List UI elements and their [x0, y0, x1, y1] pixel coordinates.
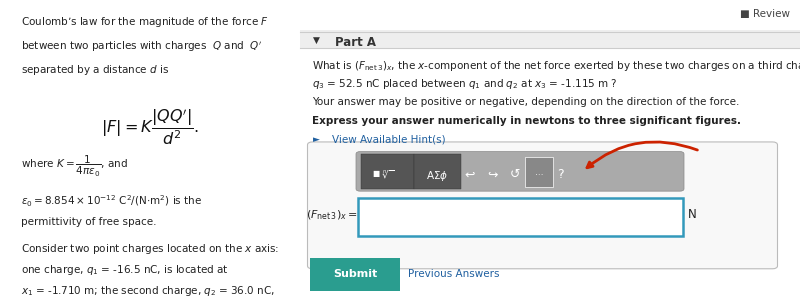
FancyBboxPatch shape — [414, 154, 461, 189]
Text: where $K = \dfrac{1}{4\pi\epsilon_0}$, and: where $K = \dfrac{1}{4\pi\epsilon_0}$, a… — [21, 154, 128, 179]
Text: ■ Review: ■ Review — [740, 9, 790, 19]
Text: ↪: ↪ — [487, 168, 498, 181]
Text: A$\Sigma\phi$: A$\Sigma\phi$ — [426, 169, 448, 183]
FancyBboxPatch shape — [310, 258, 400, 291]
Text: $(F_{\mathrm{net}\,3})_x =$: $(F_{\mathrm{net}\,3})_x =$ — [306, 208, 358, 222]
Text: $x_1$ = -1.710 m; the second charge, $q_2$ = 36.0 nC,: $x_1$ = -1.710 m; the second charge, $q_… — [21, 284, 275, 298]
FancyBboxPatch shape — [358, 198, 682, 236]
Text: permittivity of free space.: permittivity of free space. — [21, 217, 157, 227]
FancyBboxPatch shape — [525, 157, 553, 187]
Text: Express your answer numerically in newtons to three significant figures.: Express your answer numerically in newto… — [313, 116, 742, 126]
Text: $\sqrt[n]{\,}$: $\sqrt[n]{\,}$ — [382, 168, 394, 181]
Text: …: … — [534, 168, 543, 177]
Text: Submit: Submit — [333, 269, 377, 279]
FancyBboxPatch shape — [361, 154, 414, 189]
Text: Part A: Part A — [335, 36, 376, 49]
Text: ►: ► — [313, 135, 319, 144]
FancyBboxPatch shape — [356, 152, 684, 191]
Text: $\epsilon_0 = 8.854 \times 10^{-12}$ C$^2$/(N$\cdot$m$^2$) is the: $\epsilon_0 = 8.854 \times 10^{-12}$ C$^… — [21, 193, 202, 209]
Text: Coulomb’s law for the magnitude of the force $F$: Coulomb’s law for the magnitude of the f… — [21, 15, 269, 29]
FancyBboxPatch shape — [307, 142, 778, 269]
FancyBboxPatch shape — [300, 30, 800, 48]
Text: $|F| = K\dfrac{|QQ'|}{d^2}.$: $|F| = K\dfrac{|QQ'|}{d^2}.$ — [101, 106, 199, 147]
Text: What is $(F_{\mathrm{net}\,3})_x$, the $x$-component of the net force exerted by: What is $(F_{\mathrm{net}\,3})_x$, the $… — [313, 59, 800, 73]
Text: ▼: ▼ — [313, 36, 319, 45]
Text: ↩: ↩ — [465, 168, 475, 181]
Text: ?: ? — [557, 168, 563, 181]
Text: Consider two point charges located on the $x$ axis:: Consider two point charges located on th… — [21, 242, 279, 255]
Text: N: N — [687, 208, 696, 221]
Text: ↺: ↺ — [510, 168, 520, 181]
Text: $q_3$ = 52.5 nC placed between $q_1$ and $q_2$ at $x_3$ = -1.115 m ?: $q_3$ = 52.5 nC placed between $q_1$ and… — [313, 77, 618, 91]
Text: Your answer may be positive or negative, depending on the direction of the force: Your answer may be positive or negative,… — [313, 97, 740, 107]
Text: ■: ■ — [373, 169, 380, 178]
Text: separated by a distance $d$ is: separated by a distance $d$ is — [21, 63, 170, 77]
Text: Previous Answers: Previous Answers — [407, 269, 499, 279]
Text: between two particles with charges  $Q$ and  $Q'$: between two particles with charges $Q$ a… — [21, 39, 262, 54]
Text: View Available Hint(s): View Available Hint(s) — [333, 135, 446, 145]
Text: one charge, $q_1$ = -16.5 nC, is located at: one charge, $q_1$ = -16.5 nC, is located… — [21, 263, 229, 277]
